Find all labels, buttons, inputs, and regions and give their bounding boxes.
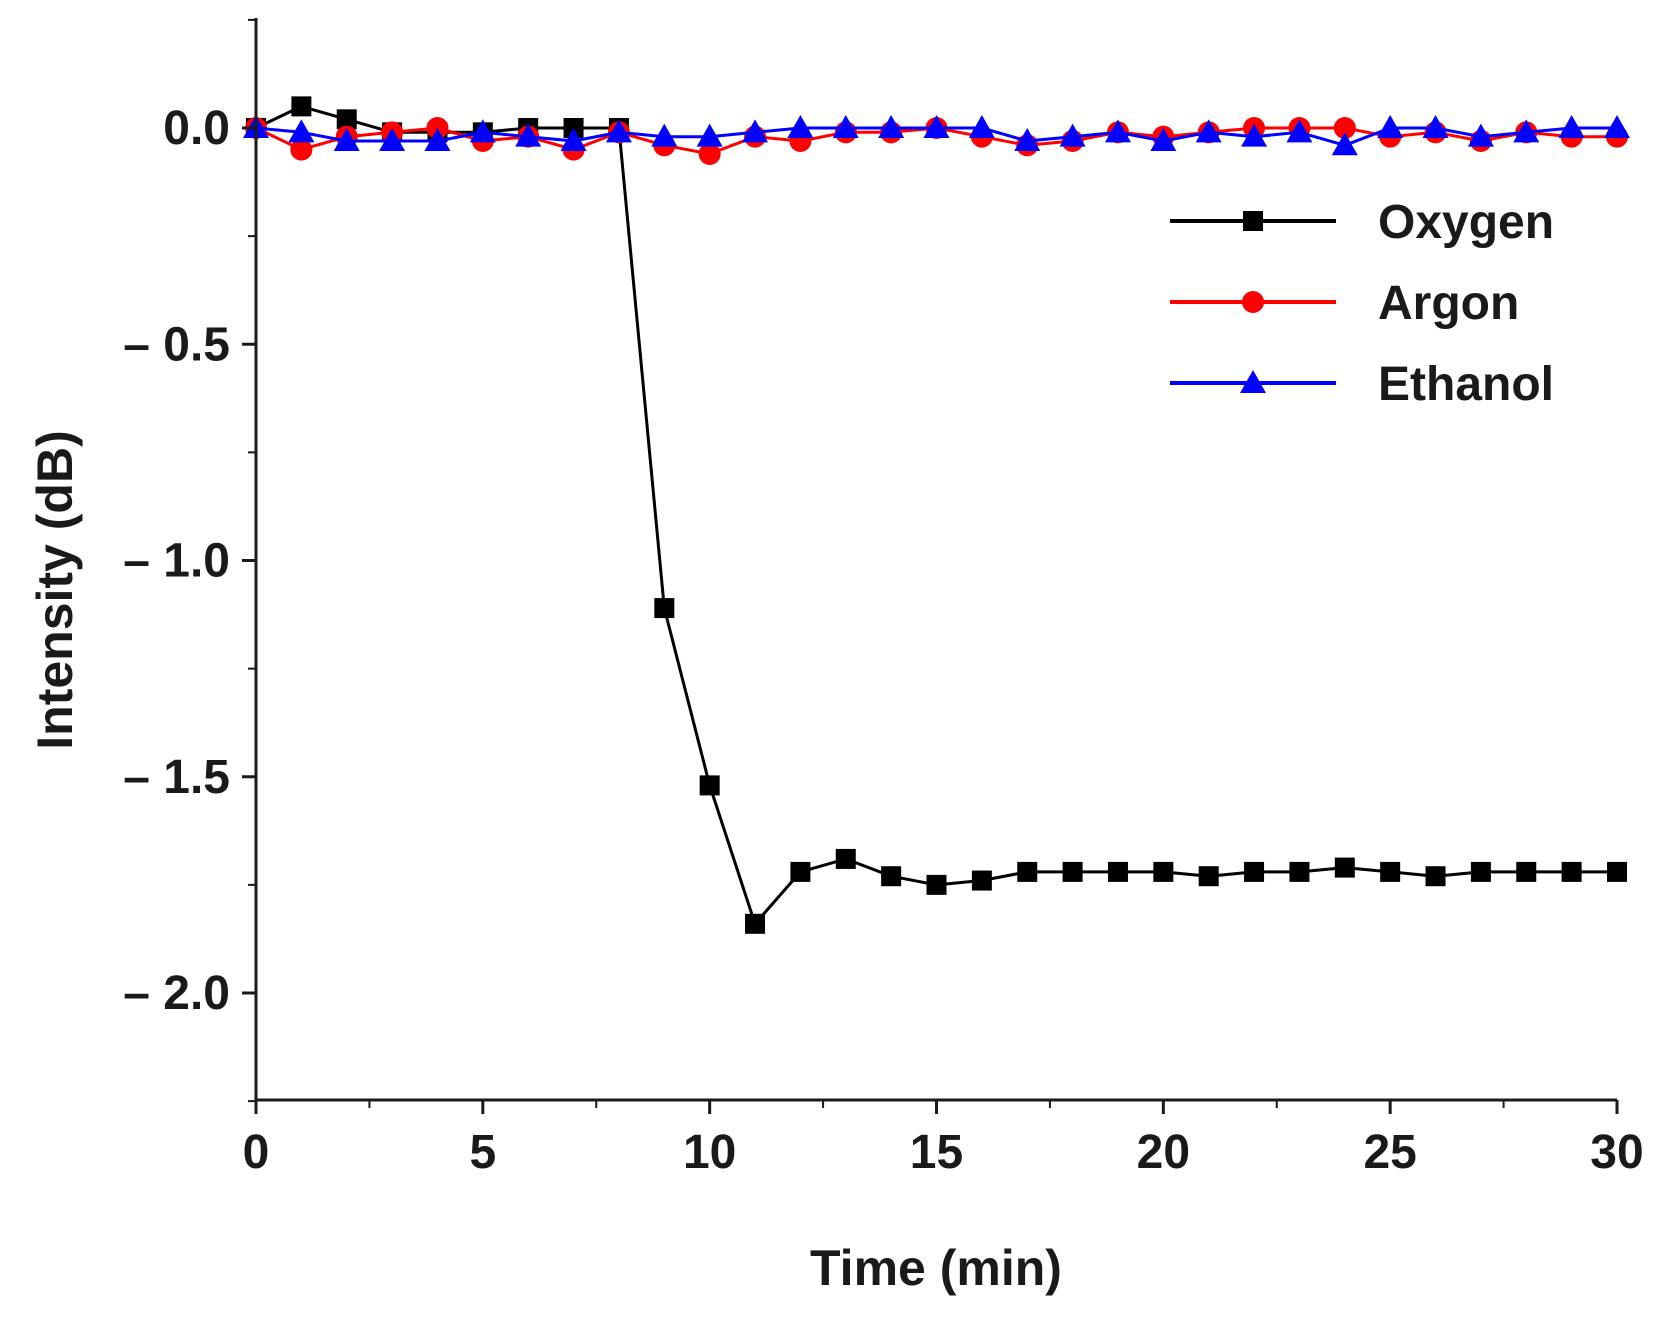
data-point-ethanol <box>696 123 723 147</box>
data-point-oxygen <box>745 913 766 934</box>
data-point-oxygen <box>1198 866 1219 887</box>
data-point-ethanol <box>1558 115 1585 138</box>
legend-label: Ethanol <box>1378 358 1554 411</box>
legend: Oxygen Argon Ethanol <box>1170 196 1554 411</box>
legend-label: Argon <box>1378 277 1519 330</box>
data-point-oxygen <box>881 866 902 887</box>
data-point-argon <box>290 138 313 161</box>
data-point-oxygen <box>1607 861 1627 882</box>
data-point-oxygen <box>971 870 992 891</box>
data-point-ethanol <box>379 127 406 151</box>
data-point-ethanol <box>1014 127 1041 151</box>
x-tick-label: 15 <box>910 1126 963 1179</box>
x-tick-label: 10 <box>683 1126 736 1179</box>
data-point-ethanol <box>560 127 587 151</box>
data-point-ethanol <box>1286 119 1313 143</box>
legend-item-argon: Argon <box>1170 277 1519 330</box>
data-point-ethanol <box>968 115 995 138</box>
data-point-ethanol <box>1331 132 1358 156</box>
data-point-oxygen <box>1289 861 1310 882</box>
data-point-oxygen <box>654 598 675 619</box>
data-point-oxygen <box>1516 861 1537 882</box>
data-point-oxygen <box>790 861 811 882</box>
x-tick-label: 25 <box>1363 1126 1416 1179</box>
data-point-ethanol <box>1467 123 1494 147</box>
data-point-oxygen <box>1017 861 1038 882</box>
data-point-oxygen <box>336 109 357 130</box>
data-point-ethanol <box>424 127 451 151</box>
data-point-ethanol <box>832 115 859 138</box>
data-point-oxygen <box>1062 861 1083 882</box>
data-point-oxygen <box>291 96 312 117</box>
data-point-ethanol <box>1241 123 1268 147</box>
data-point-oxygen <box>1107 861 1128 882</box>
y-tick-label: – 2.0 <box>123 967 230 1020</box>
x-tick-label: 30 <box>1590 1126 1643 1179</box>
x-tick-label: 20 <box>1137 1126 1190 1179</box>
legend-swatch-marker <box>1242 291 1264 313</box>
legend-item-ethanol: Ethanol <box>1170 358 1554 411</box>
data-point-oxygen <box>1470 861 1491 882</box>
data-point-argon <box>1333 117 1356 139</box>
data-point-ethanol <box>1059 123 1086 147</box>
y-tick-label: – 1.0 <box>123 535 230 588</box>
data-point-oxygen <box>1334 857 1355 878</box>
data-point-ethanol <box>742 119 769 143</box>
data-point-ethanol <box>1604 115 1630 138</box>
series-ethanol <box>243 115 1630 156</box>
data-point-ethanol <box>469 119 496 143</box>
data-point-ethanol <box>1422 115 1449 138</box>
data-point-oxygen <box>1425 866 1446 887</box>
data-point-oxygen <box>926 874 947 895</box>
x-tick-label: 5 <box>469 1126 496 1179</box>
data-point-ethanol <box>1195 119 1222 143</box>
data-point-ethanol <box>1150 127 1177 151</box>
data-point-ethanol <box>1104 119 1131 143</box>
data-point-ethanol <box>288 119 315 143</box>
data-point-oxygen <box>835 848 856 869</box>
legend-swatch-marker <box>1240 370 1266 393</box>
y-tick-label: – 0.5 <box>123 318 230 371</box>
data-point-oxygen <box>1561 861 1582 882</box>
legend-item-oxygen: Oxygen <box>1170 196 1554 249</box>
legend-swatch-marker <box>1243 211 1263 231</box>
data-point-ethanol <box>605 119 632 143</box>
data-point-ethanol <box>651 123 678 147</box>
x-tick-label: 0 <box>243 1126 270 1179</box>
data-point-oxygen <box>699 775 720 796</box>
data-point-ethanol <box>923 115 950 138</box>
data-point-argon <box>698 142 721 165</box>
data-point-oxygen <box>1380 861 1401 882</box>
data-point-ethanol <box>1377 115 1404 138</box>
data-point-oxygen <box>1244 861 1265 882</box>
data-point-ethanol <box>1513 119 1540 143</box>
y-tick-label: – 1.5 <box>123 751 230 804</box>
x-axis-title: Time (min) <box>810 1240 1062 1296</box>
data-point-ethanol <box>878 115 905 138</box>
data-point-ethanol <box>515 123 542 147</box>
legend-label: Oxygen <box>1378 196 1554 249</box>
y-tick-label: 0.0 <box>163 102 230 155</box>
data-point-ethanol <box>333 127 360 151</box>
data-point-ethanol <box>787 115 814 138</box>
y-axis-title: Intensity (dB) <box>27 430 83 749</box>
data-point-oxygen <box>1153 861 1174 882</box>
